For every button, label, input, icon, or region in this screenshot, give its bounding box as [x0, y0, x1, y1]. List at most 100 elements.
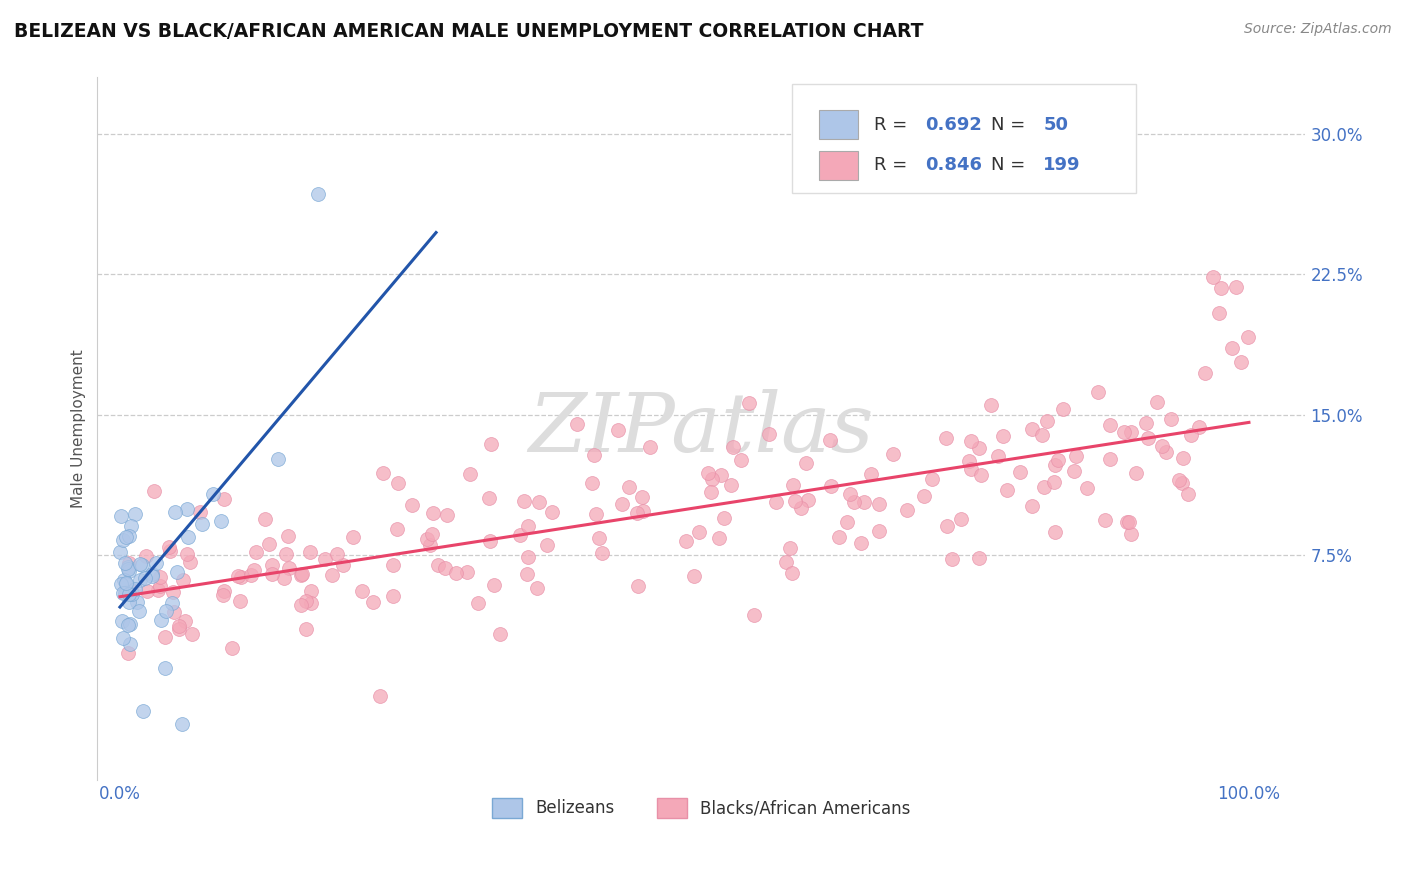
Point	[1033, 480, 1056, 494]
Point	[128, 604, 150, 618]
Point	[517, 549, 540, 564]
Point	[1045, 458, 1067, 472]
Text: N =: N =	[991, 116, 1032, 134]
Point	[482, 578, 505, 592]
Point	[295, 622, 318, 636]
Point	[797, 492, 820, 507]
Point	[361, 595, 384, 609]
Point	[1125, 467, 1147, 481]
Point	[967, 551, 990, 566]
Point	[169, 619, 191, 633]
Point	[818, 433, 841, 447]
Point	[176, 502, 198, 516]
Point	[960, 434, 983, 449]
Point	[342, 530, 364, 544]
Point	[243, 562, 266, 576]
Point	[214, 583, 236, 598]
Point	[1087, 385, 1109, 400]
Point	[159, 544, 181, 558]
Point	[1208, 305, 1230, 319]
Point	[513, 494, 536, 508]
Point	[1180, 428, 1202, 442]
Point	[149, 613, 172, 627]
Point	[1187, 420, 1209, 434]
Point	[134, 570, 156, 584]
Point	[299, 584, 322, 599]
Point	[995, 483, 1018, 498]
Point	[1064, 449, 1087, 463]
Point	[782, 477, 804, 491]
Point	[110, 576, 132, 591]
Point	[229, 570, 252, 584]
Point	[991, 429, 1014, 443]
Point	[1194, 366, 1216, 380]
Text: 0.692: 0.692	[925, 116, 981, 134]
Point	[112, 573, 135, 587]
Point	[110, 509, 132, 524]
Point	[1008, 465, 1031, 479]
Point	[1229, 354, 1251, 368]
Point	[921, 472, 943, 486]
Point	[967, 441, 990, 455]
Point	[127, 595, 149, 609]
Point	[1137, 432, 1160, 446]
Point	[141, 569, 163, 583]
Point	[1168, 473, 1191, 487]
Point	[1171, 475, 1194, 490]
Point	[131, 704, 153, 718]
Point	[422, 506, 444, 520]
Point	[827, 530, 849, 544]
Point	[135, 584, 157, 599]
Point	[688, 525, 710, 540]
Point	[868, 524, 890, 539]
Point	[509, 527, 531, 541]
Point	[1209, 281, 1232, 295]
Point	[290, 568, 312, 582]
Point	[1043, 524, 1066, 539]
Point	[118, 595, 141, 609]
Point	[456, 565, 478, 579]
Point	[153, 661, 176, 675]
Point	[1036, 414, 1059, 428]
Point	[957, 454, 980, 468]
Point	[118, 617, 141, 632]
Point	[738, 396, 761, 410]
Point	[112, 632, 135, 646]
Point	[253, 512, 276, 526]
Point	[516, 566, 538, 581]
Point	[1177, 487, 1199, 501]
Point	[117, 618, 139, 632]
Point	[401, 498, 423, 512]
Point	[713, 511, 735, 525]
Point	[245, 545, 267, 559]
Point	[702, 472, 724, 486]
Point	[228, 593, 250, 607]
Y-axis label: Male Unemployment: Male Unemployment	[72, 350, 86, 508]
Point	[180, 626, 202, 640]
Point	[420, 527, 443, 541]
Point	[226, 568, 249, 582]
FancyBboxPatch shape	[792, 85, 1136, 194]
Point	[489, 626, 512, 640]
Point	[775, 556, 797, 570]
Point	[581, 476, 603, 491]
Point	[936, 519, 959, 533]
Point	[326, 547, 349, 561]
Point	[1094, 513, 1116, 527]
Point	[273, 571, 295, 585]
Text: 199: 199	[1043, 156, 1081, 174]
Point	[1021, 422, 1043, 436]
Point	[941, 551, 963, 566]
Point	[314, 552, 336, 566]
Point	[980, 399, 1002, 413]
Point	[585, 507, 607, 521]
Point	[387, 475, 409, 490]
Point	[935, 431, 957, 445]
Point	[627, 579, 650, 593]
Point	[710, 467, 733, 482]
Point	[277, 561, 299, 575]
Point	[1237, 330, 1260, 344]
Point	[1220, 341, 1243, 355]
Point	[707, 531, 730, 545]
Point	[153, 630, 176, 644]
